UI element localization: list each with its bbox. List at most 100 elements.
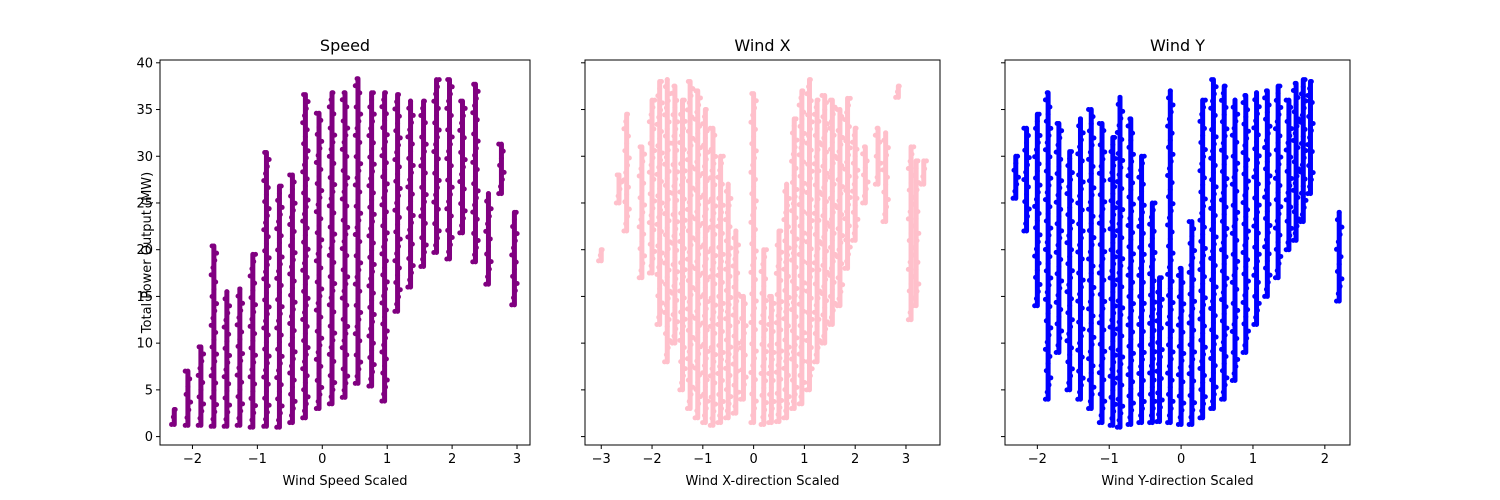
wind-x-point: [824, 298, 830, 304]
wind-x-point: [815, 345, 821, 351]
wind-x-point: [820, 114, 826, 120]
speed-point: [382, 265, 388, 271]
speed-point: [332, 281, 338, 287]
wind-y-point: [1293, 202, 1299, 208]
speed-point: [234, 322, 240, 328]
wind-x-point: [828, 314, 834, 320]
wind-x-point: [705, 398, 711, 404]
wind-y-point: [1136, 272, 1142, 278]
speed-point: [421, 199, 427, 205]
speed-point: [497, 162, 503, 168]
wind-x-point: [694, 308, 700, 314]
speed-point: [408, 248, 414, 254]
wind-x-point: [811, 309, 817, 315]
wind-x-point: [855, 167, 861, 173]
speed-point: [315, 202, 321, 208]
wind-y-point: [1086, 377, 1092, 383]
speed-point: [470, 259, 476, 265]
speed-point: [371, 161, 377, 167]
wind-y-point: [1108, 345, 1114, 351]
speed-point: [317, 244, 323, 250]
wind-y-point: [1309, 149, 1315, 155]
wind-x-point: [702, 135, 708, 141]
speed-point: [436, 127, 442, 133]
speed-point: [342, 359, 348, 365]
wind-x-point: [720, 349, 726, 355]
speed-point: [300, 316, 306, 322]
speed-point: [434, 113, 440, 119]
speed-point: [247, 323, 253, 329]
wind-x-point: [910, 201, 916, 207]
wind-x-point: [666, 218, 672, 224]
wind-y-point: [1022, 147, 1028, 153]
wind-x-point: [783, 309, 789, 315]
speed-point: [366, 283, 372, 289]
wind-x-point: [680, 203, 686, 209]
speed-point: [355, 246, 361, 252]
wind-y-point: [1276, 211, 1282, 217]
wind-y-point: [1223, 304, 1229, 310]
wind-y-point: [1035, 140, 1041, 146]
wind-x-plot-frame: [584, 59, 941, 446]
wind-y-point: [1120, 207, 1126, 213]
wind-y-point: [1035, 289, 1041, 295]
speed-point: [292, 398, 298, 404]
speed-point: [444, 256, 450, 262]
speed-point: [356, 267, 362, 273]
wind-y-point: [1096, 320, 1102, 326]
speed-point: [222, 296, 228, 302]
wind-x-point: [680, 224, 686, 230]
wind-y-point: [1148, 313, 1154, 319]
wind-y-point: [1241, 321, 1247, 327]
wind-y-point: [1241, 121, 1247, 127]
speed-point: [354, 125, 360, 131]
wind-y-point: [1086, 178, 1092, 184]
wind-x-point: [854, 146, 860, 152]
wind-y-point: [1219, 218, 1225, 224]
speed-point: [275, 297, 281, 303]
speed-point: [382, 237, 388, 243]
wind-x-point: [672, 105, 678, 111]
speed-point: [420, 105, 426, 111]
wind-y-point: [1068, 149, 1074, 155]
wind-y-point: [1156, 311, 1162, 317]
wind-y-point: [1036, 111, 1042, 117]
speed-point: [382, 167, 388, 173]
wind-x-point: [681, 147, 687, 153]
wind-y-point: [1068, 345, 1074, 351]
speed-point: [234, 422, 240, 428]
wind-x-point: [674, 197, 680, 203]
wind-x-point: [806, 253, 812, 259]
wind-y-point: [1200, 281, 1206, 287]
wind-x-point: [665, 295, 671, 301]
wind-y-point: [1177, 365, 1183, 371]
wind-y-point: [1021, 177, 1027, 183]
wind-x-point: [710, 238, 716, 244]
wind-x-point: [789, 356, 795, 362]
speed-point: [358, 260, 364, 266]
wind-y-point: [1200, 132, 1206, 138]
speed-point: [317, 293, 323, 299]
wind-y-point: [1075, 200, 1081, 206]
wind-y-point: [1265, 230, 1271, 236]
wind-y-point: [1166, 314, 1172, 320]
speed-point: [371, 362, 377, 368]
speed-point: [433, 141, 439, 147]
wind-y-point: [1175, 372, 1181, 378]
speed-point: [289, 285, 295, 291]
wind-x-point: [829, 188, 835, 194]
speed-point: [447, 120, 453, 126]
wind-x-point: [752, 277, 758, 283]
wind-x-point: [687, 121, 693, 127]
speed-point: [457, 230, 463, 236]
wind-x-point: [725, 280, 731, 286]
wind-y-point: [1233, 265, 1239, 271]
wind-x-point: [727, 372, 733, 378]
wind-x-point: [724, 358, 730, 364]
wind-y-point: [1116, 319, 1122, 325]
wind-x-point: [680, 274, 686, 280]
wind-y-point: [1130, 279, 1136, 285]
wind-x-point: [840, 184, 846, 190]
wind-y-point: [1125, 421, 1131, 427]
wind-y-point: [1119, 136, 1125, 142]
